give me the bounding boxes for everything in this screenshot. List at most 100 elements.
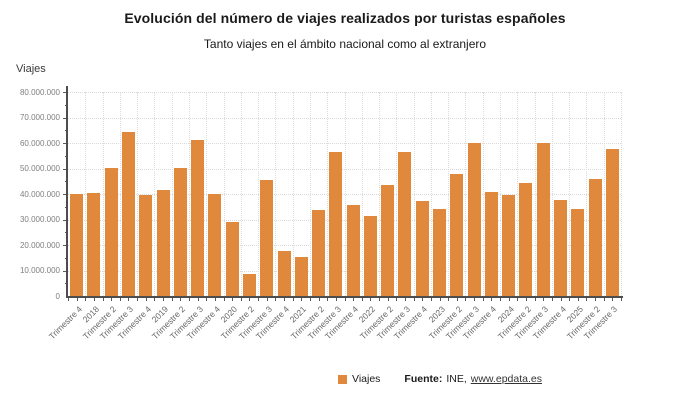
v-gridline xyxy=(240,92,242,296)
bar[interactable] xyxy=(87,192,101,296)
bar[interactable] xyxy=(381,184,395,296)
x-axis-tick xyxy=(171,298,173,301)
bar[interactable] xyxy=(605,148,619,296)
x-axis-tick xyxy=(413,298,415,301)
v-gridline xyxy=(517,92,519,296)
y-axis-tick-label: 10.000.000 xyxy=(19,266,60,275)
x-axis-tick xyxy=(361,298,363,301)
legend-item-viajes[interactable]: Viajes xyxy=(352,373,381,385)
bar[interactable] xyxy=(502,194,516,296)
x-axis-tick xyxy=(551,298,553,301)
bar[interactable] xyxy=(588,178,602,296)
bar[interactable] xyxy=(294,256,308,296)
x-axis-tick xyxy=(335,298,337,301)
legend-swatch-viajes xyxy=(338,374,347,384)
x-axis-tick xyxy=(456,298,458,301)
bar[interactable] xyxy=(329,151,343,296)
x-axis-tick xyxy=(603,298,605,301)
y-axis-tick-label: 70.000.000 xyxy=(19,113,60,122)
x-axis-tick xyxy=(284,298,286,301)
y-axis-tick-label: 80.000.000 xyxy=(19,87,60,97)
bar[interactable] xyxy=(260,179,274,296)
x-axis-tick xyxy=(76,298,78,301)
bar[interactable] xyxy=(312,210,326,296)
bar[interactable] xyxy=(467,143,481,296)
bar[interactable] xyxy=(121,131,135,296)
x-axis-tick xyxy=(102,298,104,301)
y-axis-line xyxy=(66,86,68,298)
x-axis-tick xyxy=(465,298,467,301)
x-axis-tick xyxy=(292,298,294,301)
v-gridline xyxy=(85,92,87,296)
bar[interactable] xyxy=(346,204,360,296)
bar[interactable] xyxy=(363,215,377,296)
bar[interactable] xyxy=(139,194,153,296)
v-gridline xyxy=(586,92,588,296)
x-axis-tick xyxy=(595,298,597,301)
bar[interactable] xyxy=(191,140,205,296)
v-gridline xyxy=(154,92,156,296)
bar[interactable] xyxy=(433,208,447,296)
bar[interactable] xyxy=(173,168,187,296)
v-gridline xyxy=(206,92,208,296)
x-axis-tick xyxy=(318,298,320,301)
x-axis-tick xyxy=(163,298,165,301)
x-axis-tick xyxy=(327,298,329,301)
y-axis-title: Viajes xyxy=(16,63,46,75)
source-link-epdata[interactable]: www.epdata.es xyxy=(470,373,542,385)
x-axis-tick xyxy=(525,298,527,301)
x-axis-tick xyxy=(569,298,571,301)
x-axis-tick xyxy=(206,298,208,301)
bar[interactable] xyxy=(415,201,429,296)
x-axis-tick xyxy=(474,298,476,301)
chart-subtitle: Tanto viajes en el ámbito nacional como … xyxy=(203,37,487,51)
bar[interactable] xyxy=(519,182,533,296)
x-axis-tick xyxy=(119,298,121,301)
bar[interactable] xyxy=(208,194,222,296)
v-gridline xyxy=(482,92,484,296)
x-axis-tick xyxy=(396,298,398,301)
x-axis-tick xyxy=(128,298,130,301)
x-axis-tick xyxy=(214,298,216,301)
x-axis-line xyxy=(66,296,623,298)
y-axis-tick-label: 60.000.000 xyxy=(19,138,60,148)
x-axis-tick xyxy=(430,298,432,301)
v-gridline xyxy=(621,92,622,296)
y-axis-tick-label: 50.000.000 xyxy=(19,164,60,173)
v-gridline xyxy=(258,92,260,296)
bar[interactable] xyxy=(277,251,291,296)
bar[interactable] xyxy=(70,194,84,296)
v-gridline xyxy=(569,92,571,296)
v-gridline xyxy=(361,92,363,296)
v-gridline xyxy=(309,92,311,296)
x-axis-tick xyxy=(344,298,346,301)
bar[interactable] xyxy=(104,167,118,296)
x-axis-tick xyxy=(387,298,389,301)
x-axis-tick xyxy=(534,298,536,301)
bar[interactable] xyxy=(536,143,550,296)
chart-title: Evolución del número de viajes realizado… xyxy=(124,10,566,26)
v-gridline xyxy=(379,92,381,296)
y-axis-tick-label: 20.000.000 xyxy=(19,240,60,250)
bar[interactable] xyxy=(398,152,412,296)
bar[interactable] xyxy=(571,209,585,296)
x-axis-tick xyxy=(68,298,69,301)
x-axis-tick xyxy=(517,298,519,301)
bar[interactable] xyxy=(484,191,498,296)
source-prefix: Fuente: xyxy=(404,373,443,385)
bar[interactable] xyxy=(156,190,170,296)
v-gridline xyxy=(413,92,415,296)
source-value: INE, xyxy=(446,373,467,385)
x-axis-tick xyxy=(448,298,450,301)
bar[interactable] xyxy=(225,222,239,296)
x-axis-tick xyxy=(353,298,355,301)
x-axis-tick xyxy=(422,298,424,301)
bar[interactable] xyxy=(554,200,568,296)
bar[interactable] xyxy=(450,174,464,296)
y-axis-tick xyxy=(63,143,68,144)
bar[interactable] xyxy=(242,273,256,296)
x-axis-tick xyxy=(560,298,562,301)
v-gridline xyxy=(327,92,329,296)
y-axis-tick xyxy=(63,168,68,170)
